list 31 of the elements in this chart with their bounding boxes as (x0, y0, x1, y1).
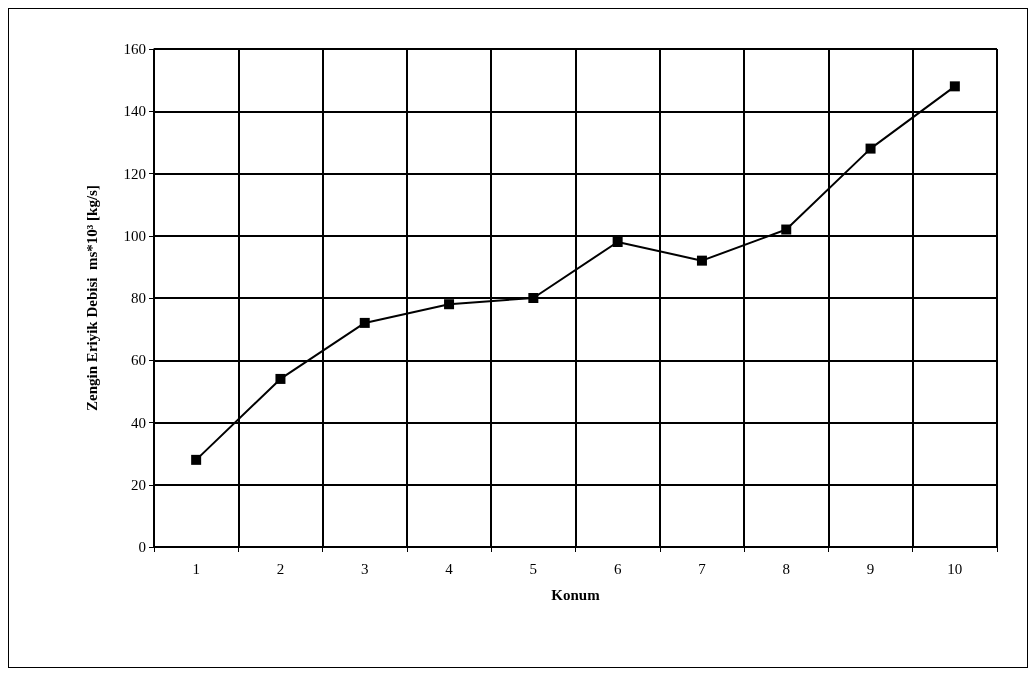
y-tick-label: 0 (138, 539, 146, 555)
point (696, 255, 707, 266)
y-tick-label: 20 (131, 476, 146, 493)
x-tick-label: 8 (782, 560, 790, 577)
point (528, 293, 539, 303)
y-axis-title: Zengin Eriyik Debisi ms*10³ [kg/s] (83, 185, 100, 411)
x-tick-label: 7 (698, 560, 707, 577)
y-tick-label: 80 (131, 290, 146, 306)
x-tick-label: 5 (529, 560, 538, 577)
x-tick-label: 1 (192, 560, 200, 577)
x-tick-label: 9 (866, 560, 875, 577)
y-tick-label: 160 (123, 41, 146, 57)
point (949, 81, 960, 92)
x-tick-label: 4 (445, 560, 454, 577)
x-tick-label: 3 (361, 560, 369, 577)
point (359, 317, 370, 328)
x-tick-label: 2 (276, 560, 285, 577)
y-tick-label: 40 (131, 414, 146, 431)
y-tick-label: 100 (123, 227, 146, 244)
x-tick-label: 6 (613, 560, 622, 577)
x-axis-title: Konum (551, 586, 601, 603)
point (191, 454, 202, 465)
point (865, 143, 876, 154)
point (612, 236, 623, 247)
point (275, 373, 286, 384)
y-tick-label: 120 (123, 165, 146, 182)
y-tick-label: 60 (131, 352, 146, 369)
x-tick-label: 10 (947, 560, 963, 577)
y-tick-label: 140 (123, 103, 146, 120)
point (444, 299, 455, 310)
point (781, 224, 792, 235)
